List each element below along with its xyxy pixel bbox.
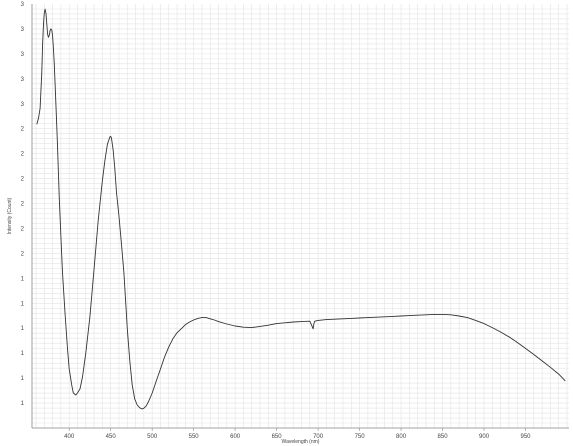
y-tick-label: 3 — [21, 27, 25, 33]
x-tick-label: 600 — [230, 434, 241, 440]
y-tick-label: 3 — [21, 52, 25, 58]
y-tick-label: 3 — [21, 2, 25, 8]
y-tick-label: 1 — [21, 376, 25, 382]
x-tick-label: 550 — [189, 434, 200, 440]
y-tick-label: 2 — [21, 177, 25, 183]
y-tick-label: 1 — [21, 301, 25, 307]
x-tick-label: 850 — [438, 434, 449, 440]
x-tick-label: 950 — [521, 434, 532, 440]
x-tick-label: 750 — [355, 434, 366, 440]
y-tick-label: 1 — [21, 401, 25, 407]
x-tick-label: 900 — [479, 434, 490, 440]
series-line — [36, 8, 566, 410]
y-tick-label: 1 — [21, 351, 25, 357]
y-tick-label: 2 — [21, 152, 25, 158]
y-tick-label: 2 — [21, 251, 25, 257]
x-tick-label: 400 — [64, 434, 75, 440]
x-tick-label: 700 — [313, 434, 324, 440]
y-axis-label: Intensity (Count) — [7, 197, 13, 234]
x-tick-label: 800 — [396, 434, 407, 440]
y-tick-label: 1 — [21, 276, 25, 282]
x-tick-label: 450 — [106, 434, 117, 440]
grid — [32, 4, 569, 429]
y-tick-label: 3 — [21, 77, 25, 83]
y-tick-label: 3 — [21, 102, 25, 108]
y-tick-label: 2 — [21, 127, 25, 133]
x-tick-label: 650 — [272, 434, 283, 440]
series-group — [36, 8, 566, 410]
y-tick-label: 1 — [21, 326, 25, 332]
x-axis-ticks: 400 450 500 550 600 650 700 750 800 850 900 950 — [64, 428, 531, 440]
y-axis-ticks: 1 1 1 1 1 1 2 2 2 2 2 2 3 3 3 3 3 — [21, 2, 25, 407]
y-tick-label: 2 — [21, 226, 25, 232]
x-tick-label: 500 — [147, 434, 158, 440]
y-tick-label: 2 — [21, 202, 25, 208]
axes — [31, 4, 569, 429]
x-axis-label: Wavelength (nm) — [282, 439, 320, 445]
